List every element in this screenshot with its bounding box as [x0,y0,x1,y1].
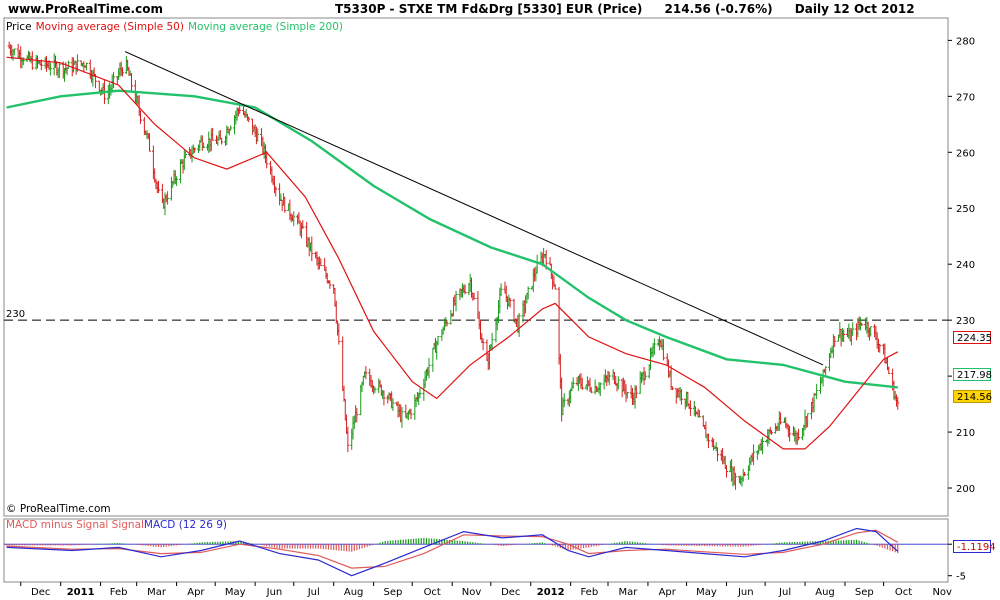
x-tick-label: Feb [580,587,598,598]
x-tick-label: Dec [31,587,50,598]
macd-line [6,527,899,577]
legend-price: Price [6,21,32,33]
ma200-line [6,89,898,389]
period-date: Daily 12 Oct 2012 [794,2,915,16]
y-tick-label: 280 [956,36,975,47]
x-tick-label: Mar [147,587,167,598]
chart-title: T5330P - STXE TM Fd&Drg [5330] EUR (Pric… [335,2,933,16]
x-tick-label: May [225,587,246,598]
price-legend: Price Moving average (Simple 50) Moving av… [6,21,347,33]
legend-macd-signal: MACD minus Signal Signal [6,519,144,531]
ma50-price-tag: 224.35 [953,331,992,344]
y-tick-label: 200 [956,484,975,495]
price-panel-frame [3,17,949,517]
last-price-change: 214.56 (-0.76%) [664,2,773,16]
x-tick-label: Jun [266,587,283,598]
x-tick-label: 2011 [67,587,95,598]
copyright-label: © ProRealTime.com [6,503,111,515]
x-tick-label: Jul [307,587,320,598]
legend-ma200: Moving average (Simple 200) [187,21,343,33]
x-tick-label: Jul [778,587,791,598]
level-line-label: 230 [6,309,25,320]
x-tick-label: Apr [187,587,205,598]
macd-panel-frame [3,518,949,583]
macd-legend: MACD minus Signal SignalMACD (12 26 9) [6,519,227,531]
x-tick-label: 2012 [537,587,565,598]
x-tick-label: Nov [462,587,482,598]
x-tick-label: Nov [932,587,952,598]
y-tick-label: 270 [956,92,975,103]
instrument-name: T5330P - STXE TM Fd&Drg [5330] EUR (Pric… [335,2,643,16]
y-tick-label: 210 [956,428,975,439]
macd-tag: -1.1194 [953,540,996,553]
y-tick-label: 240 [956,260,975,271]
x-tick-label: Oct [895,587,912,598]
y-tick-label: 260 [956,148,975,159]
x-tick-label: Jun [737,587,754,598]
x-tick-label: Sep [384,587,403,598]
macd-y-tick-label: -5 [956,572,966,583]
legend-ma50: Moving average (Simple 50) [35,21,184,33]
chart-header: www.ProRealTime.com T5330P - STXE TM Fd&… [0,0,1000,18]
ma50-line [6,56,899,450]
macd-signal-line [6,529,899,569]
trendline [124,51,824,366]
site-label: www.ProRealTime.com [8,2,163,16]
y-tick-label: 230 [956,316,975,327]
x-tick-label: May [696,587,717,598]
ma200-price-tag: 217.98 [953,368,992,381]
x-tick-label: Feb [110,587,128,598]
x-tick-label: Apr [659,587,677,598]
x-tick-label: Oct [424,587,441,598]
last-price-tag: 214.56 [953,390,992,403]
x-tick-label: Dec [501,587,520,598]
x-tick-label: Mar [619,587,639,598]
x-tick-label: Aug [815,587,835,598]
y-tick-label: 250 [956,204,975,215]
x-tick-label: Aug [344,587,364,598]
x-tick-label: Sep [855,587,874,598]
legend-macd: MACD (12 26 9) [143,519,228,531]
